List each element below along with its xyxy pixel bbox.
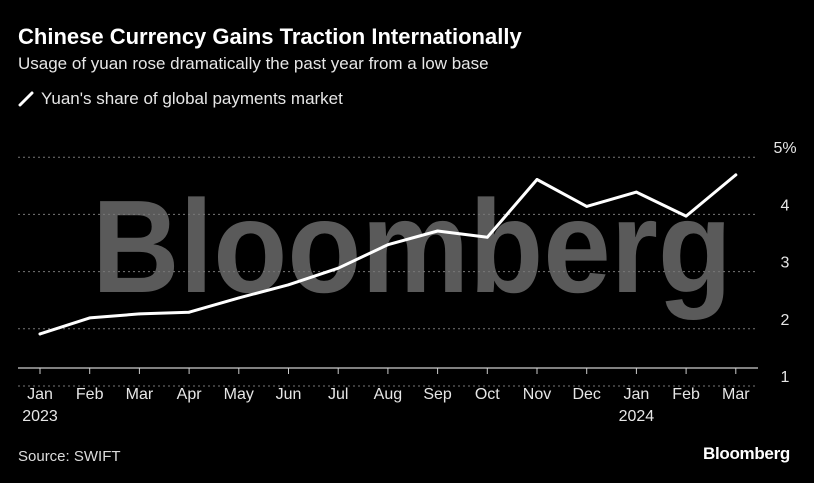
data-point — [436, 229, 439, 233]
x-tick-label: Feb — [672, 386, 700, 403]
data-point — [585, 204, 589, 208]
data-point — [38, 332, 42, 336]
data-point — [485, 235, 489, 239]
chart-subtitle: Usage of yuan rose dramatically the past… — [18, 54, 489, 73]
y-tick-label: 2 — [781, 312, 790, 329]
data-point — [684, 214, 688, 218]
watermark: Bloomberg — [92, 173, 732, 320]
x-tick-label: Mar — [126, 386, 154, 403]
chart-title: Chinese Currency Gains Traction Internat… — [18, 24, 522, 49]
x-tick-label: Apr — [177, 386, 203, 403]
legend-line-icon — [18, 91, 34, 107]
x-year-label: 2023 — [22, 408, 58, 425]
y-tick-label: 1 — [781, 369, 790, 386]
data-point — [287, 283, 290, 287]
legend-label: Yuan's share of global payments market — [41, 89, 343, 108]
data-point — [88, 316, 92, 320]
x-tick-label: Nov — [523, 386, 551, 403]
x-year-label: 2024 — [619, 408, 655, 425]
data-point — [386, 243, 390, 247]
x-tick-label: Mar — [722, 386, 750, 403]
data-point — [187, 310, 191, 314]
data-point — [237, 296, 241, 300]
data-point — [535, 178, 539, 181]
x-tick-label: Jun — [276, 386, 302, 403]
source-note: Source: SWIFT — [18, 448, 121, 465]
y-tick-label: 3 — [781, 255, 790, 272]
legend: Yuan's share of global payments market — [18, 89, 343, 109]
x-tick-label: Dec — [572, 386, 600, 403]
y-tick-label: 4 — [781, 197, 790, 214]
y-tick-label: 5% — [773, 140, 796, 157]
data-point — [336, 266, 340, 270]
x-tick-label: Jul — [328, 386, 348, 403]
data-point — [635, 190, 638, 194]
x-tick-label: Oct — [475, 386, 500, 403]
x-tick-label: Sep — [423, 386, 452, 403]
bloomberg-logo: Bloomberg — [702, 444, 790, 463]
x-tick-label: Jan — [624, 386, 650, 403]
x-tick-label: Jan — [27, 386, 53, 403]
x-tick-label: Feb — [76, 386, 104, 403]
data-point — [138, 312, 141, 316]
x-tick-label: May — [224, 386, 254, 403]
x-tick-label: Aug — [374, 386, 402, 403]
data-point — [734, 173, 738, 177]
